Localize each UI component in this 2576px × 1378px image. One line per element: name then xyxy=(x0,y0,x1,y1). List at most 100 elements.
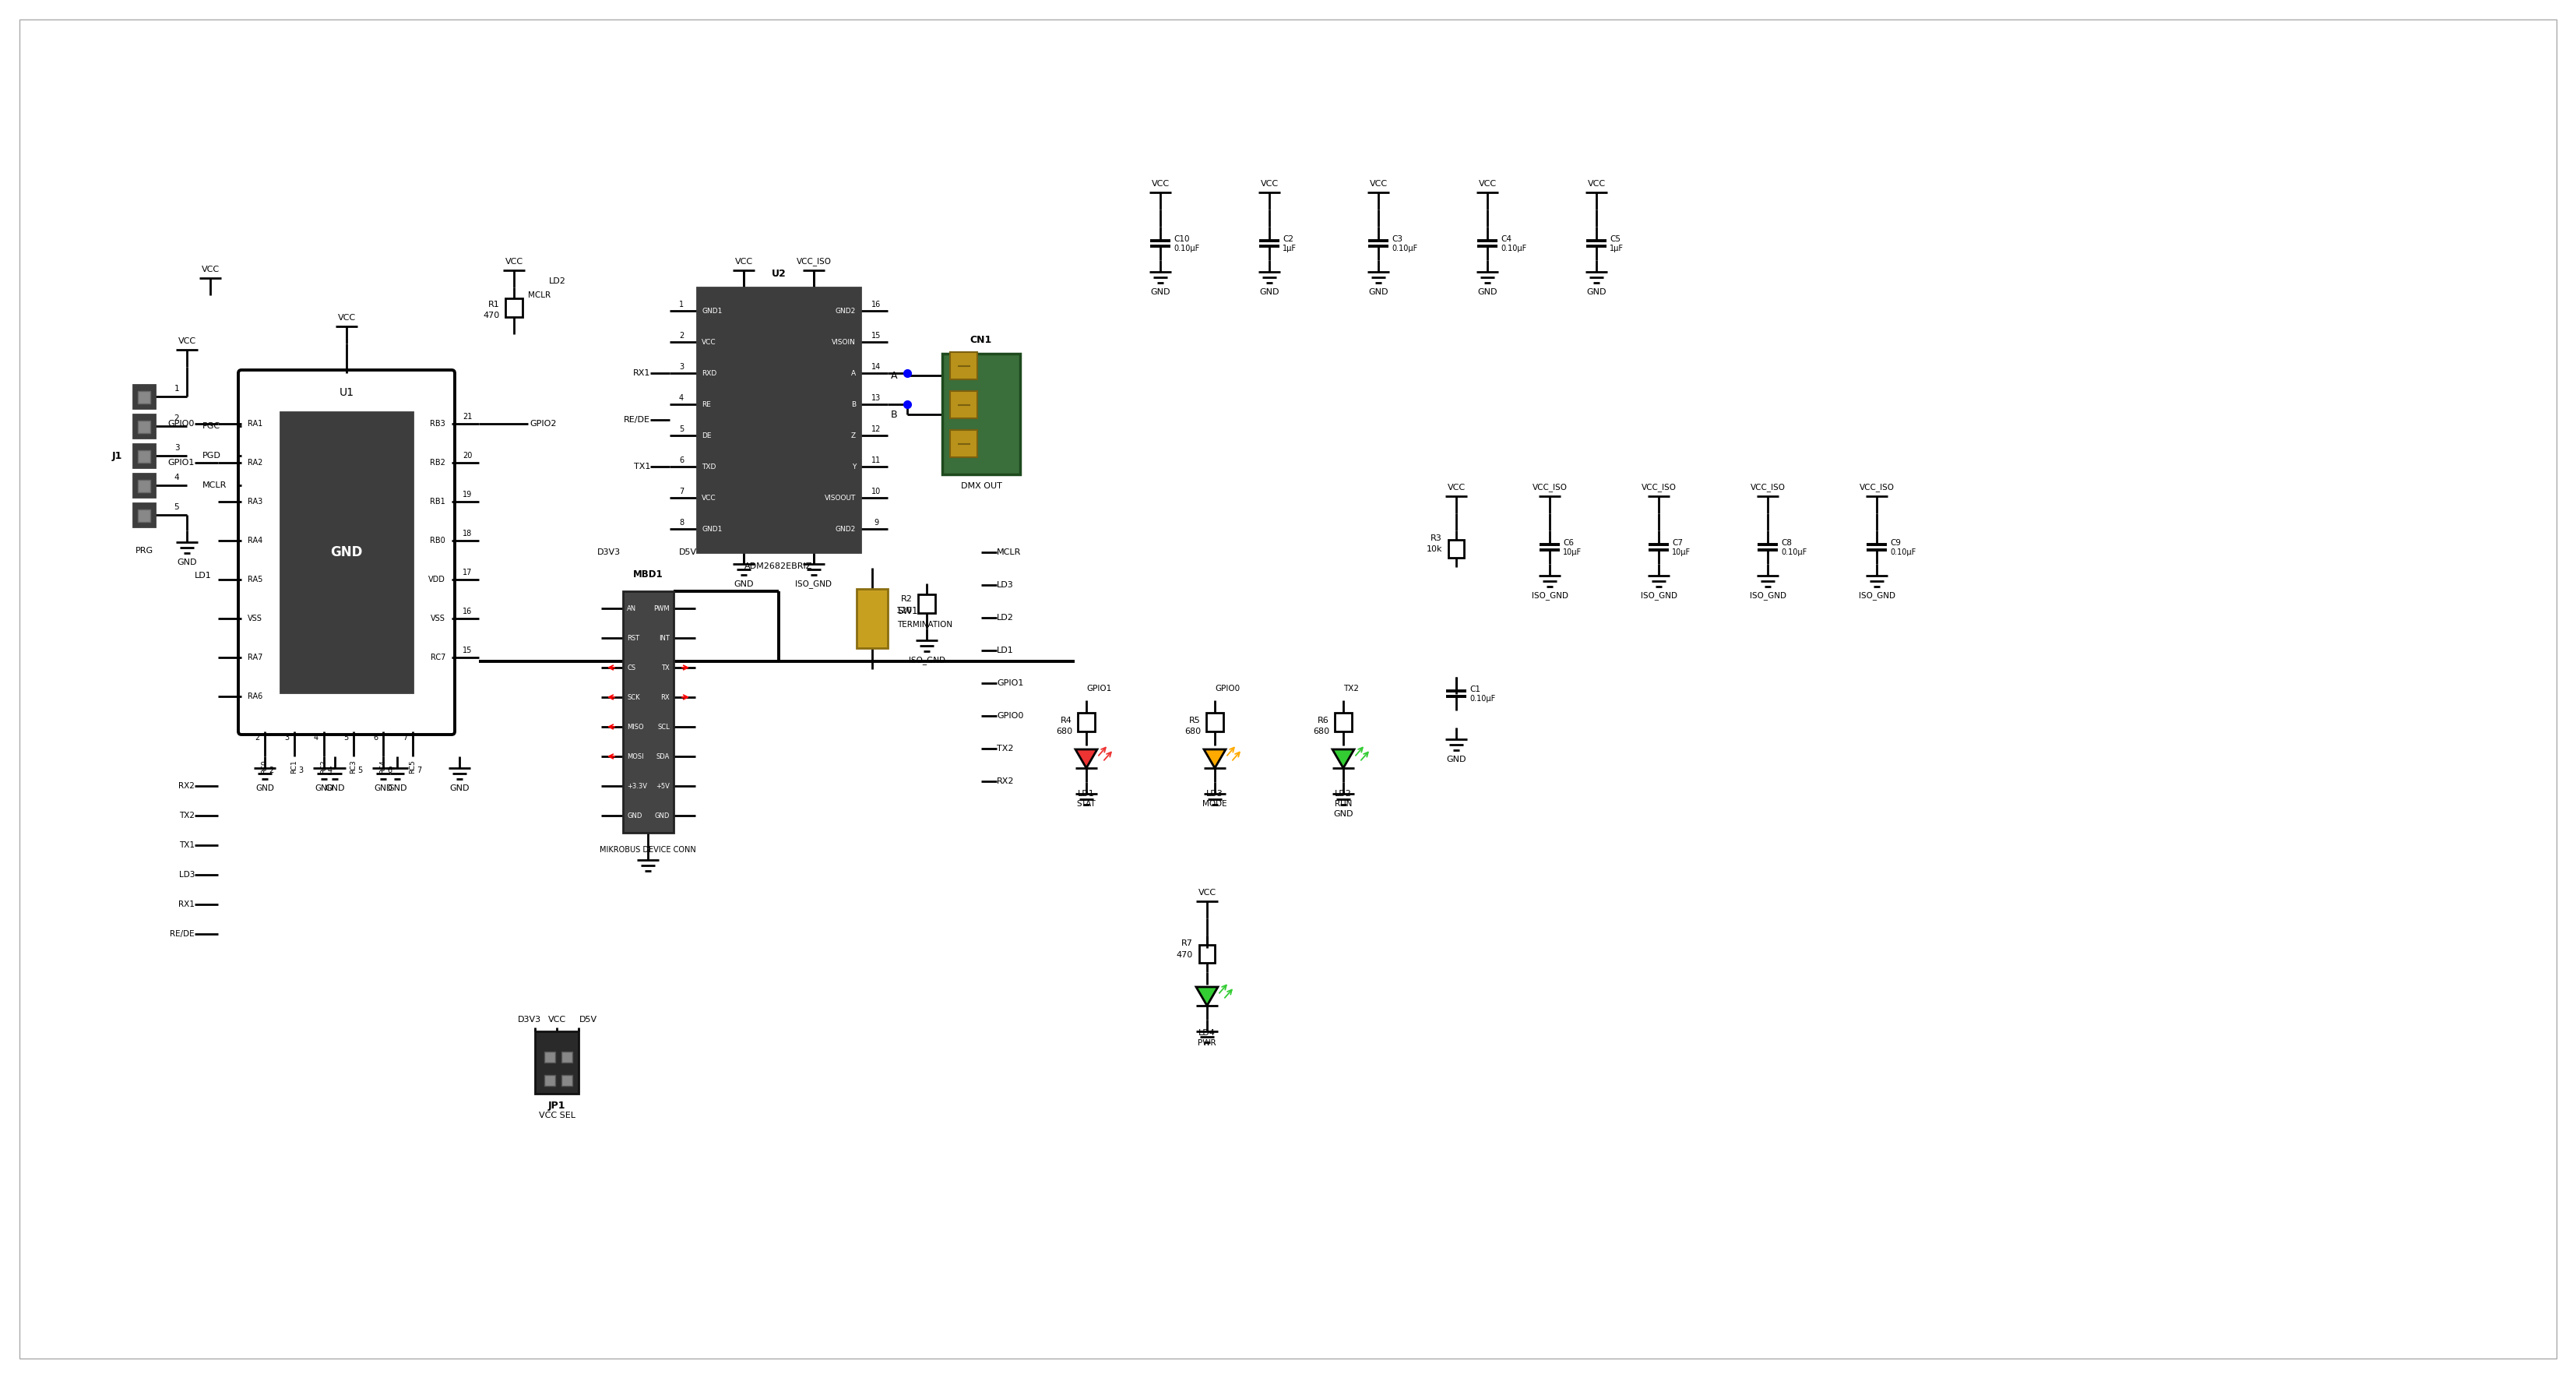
Text: MCLR: MCLR xyxy=(528,291,551,299)
Text: RX2: RX2 xyxy=(178,783,196,790)
Bar xyxy=(134,474,155,497)
Text: GND2: GND2 xyxy=(835,307,855,314)
Text: GND: GND xyxy=(1334,810,1352,819)
Text: RB3: RB3 xyxy=(430,420,446,427)
Text: 8: 8 xyxy=(680,518,683,526)
Text: CS: CS xyxy=(626,664,636,671)
Text: MISO: MISO xyxy=(626,723,644,730)
Text: Z: Z xyxy=(850,431,855,440)
Text: 0.10μF: 0.10μF xyxy=(1780,548,1806,557)
Text: 1: 1 xyxy=(680,300,683,309)
Text: 10: 10 xyxy=(871,488,881,496)
Text: GND: GND xyxy=(386,784,407,792)
Bar xyxy=(623,591,672,832)
Text: RB1: RB1 xyxy=(430,497,446,506)
Text: RXD: RXD xyxy=(701,369,716,376)
Text: RUN: RUN xyxy=(1334,801,1352,808)
Text: VCC_ISO: VCC_ISO xyxy=(1749,484,1785,492)
Bar xyxy=(698,288,860,553)
Text: RA5: RA5 xyxy=(247,576,263,583)
Text: 11: 11 xyxy=(871,456,881,464)
Text: 7: 7 xyxy=(402,734,407,741)
Text: ISO_GND: ISO_GND xyxy=(909,656,945,664)
Bar xyxy=(1200,945,1216,963)
Text: 5: 5 xyxy=(175,503,180,511)
Bar xyxy=(139,451,149,463)
Text: DE: DE xyxy=(701,431,711,440)
Text: VCC: VCC xyxy=(1370,181,1388,187)
Text: GPIO0: GPIO0 xyxy=(997,712,1023,719)
FancyBboxPatch shape xyxy=(240,371,456,734)
Text: GND: GND xyxy=(178,558,196,566)
Text: RC4: RC4 xyxy=(379,759,386,773)
Text: VCC_ISO: VCC_ISO xyxy=(1533,484,1566,492)
Text: 5: 5 xyxy=(358,766,363,774)
Text: 16: 16 xyxy=(871,300,881,309)
Text: RE/DE: RE/DE xyxy=(170,930,196,938)
Text: PWM: PWM xyxy=(654,605,670,612)
Text: 680: 680 xyxy=(1056,728,1072,736)
Text: GND: GND xyxy=(325,784,345,792)
Text: VCC: VCC xyxy=(201,266,219,273)
Text: GND: GND xyxy=(626,812,641,819)
Text: 4: 4 xyxy=(680,394,683,402)
Text: MODE: MODE xyxy=(1203,801,1226,808)
Text: 0.10μF: 0.10μF xyxy=(1391,245,1417,252)
Text: D3V3: D3V3 xyxy=(518,1016,541,1024)
Text: 21: 21 xyxy=(464,413,471,420)
Polygon shape xyxy=(1195,987,1218,1006)
Text: LD3: LD3 xyxy=(1206,790,1224,798)
Text: SCK: SCK xyxy=(626,693,639,700)
Text: LD1: LD1 xyxy=(1077,790,1095,798)
Text: RC0: RC0 xyxy=(260,759,268,773)
Text: 3: 3 xyxy=(299,766,304,774)
Text: RA3: RA3 xyxy=(247,497,263,506)
Text: 4: 4 xyxy=(314,734,319,741)
Text: GND: GND xyxy=(314,784,332,792)
Text: PWR: PWR xyxy=(1198,1039,1216,1047)
Text: 19: 19 xyxy=(464,491,471,499)
Text: PRG: PRG xyxy=(134,547,152,554)
Bar xyxy=(134,503,155,526)
Text: RX2: RX2 xyxy=(997,777,1015,785)
Text: 13: 13 xyxy=(871,394,881,402)
Text: GND: GND xyxy=(1445,755,1466,763)
Text: RA7: RA7 xyxy=(247,653,263,661)
Text: 0.10μF: 0.10μF xyxy=(1175,245,1200,252)
Text: CN1: CN1 xyxy=(971,335,992,344)
Text: TX2: TX2 xyxy=(180,812,196,820)
Text: 9: 9 xyxy=(873,518,878,526)
Text: VCC: VCC xyxy=(1448,484,1466,492)
Text: 0.10μF: 0.10μF xyxy=(1891,548,1917,557)
Text: INT: INT xyxy=(659,634,670,642)
Text: MCLR: MCLR xyxy=(204,481,227,489)
Text: 10μF: 10μF xyxy=(1564,548,1582,557)
Text: MIKROBUS DEVICE CONN: MIKROBUS DEVICE CONN xyxy=(600,846,696,854)
Text: ISO_GND: ISO_GND xyxy=(1641,591,1677,601)
Bar xyxy=(562,1075,572,1086)
Bar xyxy=(562,1051,572,1062)
Text: 12: 12 xyxy=(871,426,881,433)
Text: GND: GND xyxy=(451,784,469,792)
Text: R7: R7 xyxy=(1182,940,1193,947)
Text: 3: 3 xyxy=(283,734,289,741)
Bar xyxy=(134,384,155,408)
Text: LD3: LD3 xyxy=(178,871,196,879)
Text: U2: U2 xyxy=(770,269,786,278)
Text: C4: C4 xyxy=(1502,236,1512,243)
Text: R5: R5 xyxy=(1190,717,1200,725)
Text: GND: GND xyxy=(330,546,363,559)
Text: PGC: PGC xyxy=(204,422,222,430)
Text: TX1: TX1 xyxy=(634,463,649,470)
Text: VISOOUT: VISOOUT xyxy=(824,495,855,502)
Text: PGD: PGD xyxy=(204,452,222,460)
Text: DMX OUT: DMX OUT xyxy=(961,482,1002,491)
Text: MBD1: MBD1 xyxy=(634,569,662,579)
Text: LD2: LD2 xyxy=(549,277,567,285)
Text: C8: C8 xyxy=(1780,539,1793,547)
Text: VCC: VCC xyxy=(549,1016,567,1024)
Text: VCC: VCC xyxy=(734,258,752,266)
Text: TERMINATION: TERMINATION xyxy=(896,621,953,628)
Text: VCC: VCC xyxy=(1151,181,1170,187)
Text: 1μF: 1μF xyxy=(1610,245,1623,252)
